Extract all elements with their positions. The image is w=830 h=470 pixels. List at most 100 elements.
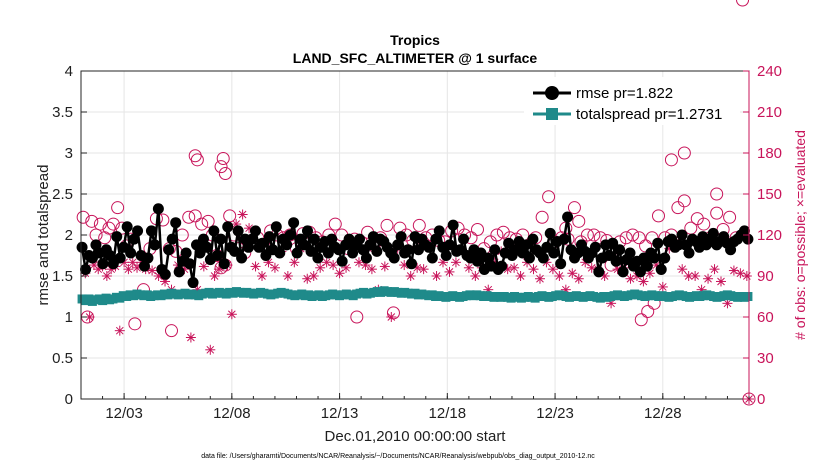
asterisk-stroke [187, 333, 195, 342]
asterisk-stroke [413, 263, 422, 272]
obs-possible-point [102, 221, 116, 235]
asterisk-stroke [736, 269, 745, 278]
asterisk-stroke [529, 265, 538, 274]
legend-spread-label: totalspread pr=1.2731 [576, 106, 722, 123]
obs-possible-point [677, 146, 691, 160]
obs-possible-point [634, 313, 648, 327]
asterisk-stroke [510, 263, 518, 272]
asterisk-stroke [342, 263, 350, 272]
obs-possible-point [710, 206, 724, 220]
obs-evaluated-point [123, 264, 134, 275]
rmse-point [360, 252, 372, 264]
rmse-point [496, 260, 508, 272]
rmse-point [256, 237, 268, 249]
obs-evaluated-point [683, 271, 694, 281]
asterisk-stroke [251, 262, 260, 271]
obs-possible-point [490, 228, 504, 242]
x-tick-label: 12/03 [105, 405, 143, 422]
asterisk-stroke [355, 258, 363, 267]
rmse-point [163, 244, 175, 256]
obs-evaluated-point [450, 257, 461, 268]
obs-evaluated-point [463, 262, 474, 273]
asterisk-stroke [290, 258, 299, 267]
obs-evaluated-point [379, 261, 390, 272]
asterisk-stroke [128, 258, 137, 267]
rmse-point [562, 211, 574, 223]
bottom-axis: 12/03 12/08 12/13 12/18 12/23 12/28 [80, 393, 750, 422]
x-tick-label: 12/18 [429, 405, 467, 422]
rmse-point [593, 266, 605, 278]
asterisk-stroke [516, 272, 525, 280]
rmse-point [614, 244, 626, 256]
rmse-point [111, 231, 123, 243]
obs-evaluated-point [567, 268, 578, 279]
rmse-point [281, 239, 293, 251]
obs-evaluated-point [308, 271, 319, 281]
asterisk-stroke [309, 272, 318, 280]
obs-evaluated-point [418, 264, 429, 275]
obs-possible-point [128, 317, 142, 331]
rmse-point [291, 247, 303, 259]
rmse-point [423, 241, 435, 253]
obs-evaluated-point [198, 261, 209, 272]
y-tick-label-left: 4 [65, 63, 73, 80]
obs-possible-point [723, 210, 737, 224]
obs-evaluated-point [209, 271, 220, 281]
asterisk-stroke [322, 258, 331, 267]
obs-possible-point [664, 153, 678, 167]
obs-evaluated-point [237, 209, 248, 220]
asterisk-stroke [658, 283, 667, 291]
obs-possible-point [216, 151, 230, 165]
y-tick-label-right: 210 [757, 104, 782, 121]
rmse-point [440, 250, 452, 261]
asterisk-stroke [613, 265, 622, 274]
obs-evaluated-point [431, 271, 442, 281]
obs-possible-point [632, 231, 646, 245]
asterisk-stroke [568, 269, 577, 278]
rmse-point [132, 225, 144, 237]
rmse-point [617, 266, 629, 278]
y-tick-label-right: 60 [757, 309, 774, 326]
rmse-point [270, 221, 282, 233]
rmse-point [121, 221, 133, 233]
asterisk-stroke [199, 262, 208, 271]
y-axis-left-label: rmse and totalspread [35, 165, 52, 306]
rmse-point [249, 225, 261, 237]
asterisk-stroke [335, 269, 344, 278]
obs-evaluated-point [269, 262, 280, 273]
asterisk-stroke [503, 265, 512, 274]
left-axis: 0 0.5 1 1.5 2 2.5 3 3.5 4 [52, 63, 87, 408]
rmse-point [173, 266, 185, 278]
obs-possible-point [619, 231, 633, 245]
rmse-point [336, 255, 348, 267]
series-layer [76, 0, 756, 406]
obs-evaluated-point [528, 264, 539, 275]
obs-possible-point [572, 214, 586, 228]
rmse-point [166, 233, 178, 245]
rmse-point [537, 252, 549, 264]
rmse-point [97, 258, 109, 270]
obs-possible-point [542, 190, 556, 204]
obs-possible-point [677, 194, 691, 208]
asterisk-stroke [103, 272, 111, 280]
rmse-point [433, 225, 445, 237]
obs-evaluated-point [101, 271, 112, 281]
rmse-point [426, 252, 438, 264]
rmse-point [76, 241, 88, 253]
obs-possible-point [182, 210, 196, 224]
rmse-point [447, 219, 459, 231]
asterisk-stroke [238, 210, 247, 219]
rmse-point [354, 233, 366, 245]
asterisk-stroke [90, 261, 98, 269]
rmse-point [489, 244, 501, 256]
y-tick-label-right: 90 [757, 268, 774, 285]
obs-evaluated-point [715, 276, 726, 287]
asterisk-stroke [258, 272, 266, 280]
rmse-point [298, 239, 310, 251]
obs-evaluated-point [444, 266, 455, 277]
asterisk-stroke [387, 313, 396, 321]
rmse-point [371, 245, 383, 257]
rmse-point [558, 233, 570, 245]
x-tick-label: 12/13 [321, 405, 359, 422]
